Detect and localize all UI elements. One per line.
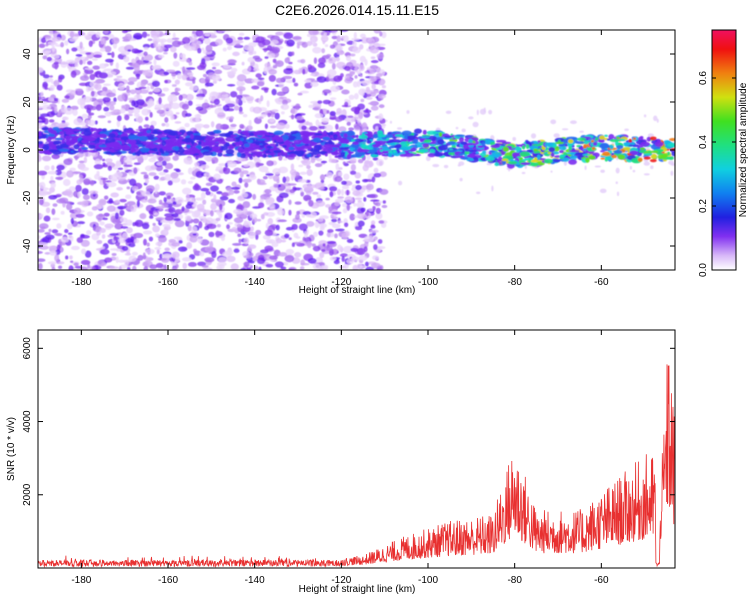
spectrogram-y-tick-label: 20 [22, 96, 33, 108]
spectrogram-y-axis-label: Frequency (Hz) [6, 116, 17, 185]
spectrogram-x-tick-label: -120 [331, 277, 351, 288]
snr-x-axis-label: Height of straight line (km) [299, 584, 416, 595]
snr-x-tick-label: -100 [418, 575, 438, 586]
snr-frame [37, 329, 676, 569]
spectrogram-y-ticks: -40 -20 0 20 40 [22, 48, 675, 253]
spectrogram-x-ticks: -180 -160 -140 -120 -100 -80 -60 [71, 30, 609, 288]
figure-title: C2E6.2026.014.15.11.E15 [275, 2, 439, 18]
spectrogram-x-tick-label: -160 [158, 277, 178, 288]
colorbar-tick-label: 0.0 [698, 263, 709, 277]
snr-x-tick-label: -180 [71, 575, 91, 586]
spectrogram-x-tick-label: -100 [418, 277, 438, 288]
colorbar: 0.0 0.2 0.4 0.6 Normalized spectral amplitu… [698, 29, 749, 277]
snr-x-tick-label: -160 [158, 575, 178, 586]
spectrogram-x-tick-label: -60 [594, 277, 609, 288]
spectrogram-x-tick-label: -80 [507, 277, 522, 288]
colorbar-tick-label: 0.6 [698, 71, 709, 85]
spectrogram-y-tick-label: 40 [22, 48, 33, 60]
spectrogram-x-axis-label: Height of straight line (km) [299, 285, 416, 296]
colorbar-label: Normalized spectral amplitude [738, 82, 749, 217]
spectrogram-image [38, 30, 675, 270]
snr-x-tick-label: -120 [331, 575, 351, 586]
spectrogram-y-tick-label: -20 [22, 190, 33, 205]
snr-panel: -180 -160 -140 -120 -100 -80 -60 200040006000 … [6, 329, 676, 595]
snr-x-ticks: -180 -160 -140 -120 -100 -80 -60 [71, 330, 609, 586]
spectrogram-x-tick-label: -140 [245, 277, 265, 288]
snr-y-tick-label: 2000 [22, 483, 33, 506]
snr-x-tick-label: -80 [507, 575, 522, 586]
snr-x-tick-label: -140 [245, 575, 265, 586]
snr-series-line [38, 364, 675, 568]
snr-y-tick-label: 6000 [22, 337, 33, 360]
spectrogram-y-tick-label: -40 [22, 238, 33, 253]
spectrogram-x-tick-label: -180 [71, 277, 91, 288]
colorbar-ticks: 0.0 0.2 0.4 0.6 [698, 71, 736, 277]
spectrogram-y-tick-label: 0 [22, 147, 33, 153]
snr-y-axis-label: SNR (10 * v/v) [6, 417, 17, 481]
colorbar-tick-label: 0.2 [698, 199, 709, 213]
snr-background [38, 330, 675, 568]
snr-x-tick-label: -60 [594, 575, 609, 586]
spectrogram-panel: -180 -160 -140 -120 -100 -80 -60 -40 -20 0 20 40 H… [6, 29, 676, 296]
colorbar-gradient [711, 29, 737, 271]
snr-y-ticks: 2000 4000 6000 [22, 337, 675, 506]
snr-y-tick-label: 4000 [22, 410, 33, 433]
colorbar-tick-label: 0.4 [698, 135, 709, 149]
